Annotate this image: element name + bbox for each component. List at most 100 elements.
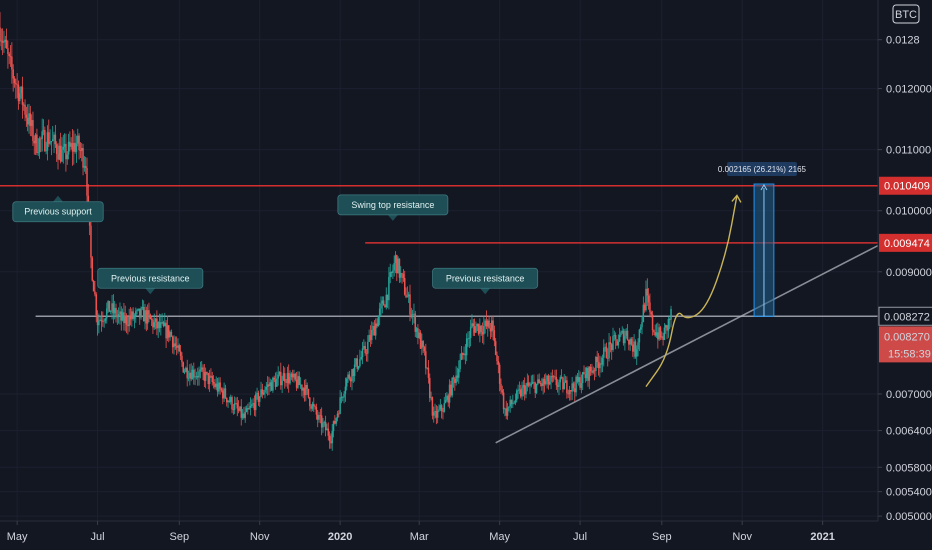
candle [497,355,500,374]
candle [560,369,563,380]
candle [326,423,328,431]
candle-body [539,383,542,385]
candle-body [531,382,534,384]
candle [338,410,340,418]
candle-body [137,308,140,310]
currency-badge[interactable]: BTC [892,4,920,24]
candle-body [240,406,243,418]
candle [477,323,480,336]
candle [0,12,1,47]
x-tick-label: 2020 [328,531,352,543]
candle [252,398,254,409]
candle [142,300,145,322]
candle-body [436,410,439,418]
candle-body [186,367,188,379]
candle-body [605,346,608,358]
candle-body [622,330,625,344]
candle-body [150,318,153,320]
candle-body [446,395,448,401]
candle [603,339,605,367]
candle [657,322,659,349]
candle [584,367,587,383]
candle [61,137,63,163]
candle [402,269,405,282]
candle [334,415,336,425]
candle-body [351,369,353,382]
candle [137,308,140,312]
candle-body [369,334,372,341]
candle-body [92,280,95,292]
candle-body [376,323,378,327]
candle-body [187,377,190,379]
candle [388,267,390,310]
candle-body [133,315,136,319]
candle [226,397,228,407]
candle-body [91,257,94,281]
y-tick-label: 0.011000 [886,145,931,157]
candle [69,131,71,152]
grid [0,0,878,521]
candle-body [196,376,199,378]
candle-body [215,383,217,388]
candle-body [51,139,54,142]
candle [15,78,17,99]
candle [198,366,200,386]
callout-box [12,201,104,223]
candle [344,377,347,402]
candle [241,408,244,420]
candle [434,403,436,419]
candle [50,140,53,156]
candle-body [514,400,517,403]
candle-body [174,343,177,347]
candle [243,407,245,420]
candle [621,326,623,335]
price-axis[interactable]: 0.01280.0120000.0110000.0100000.0090000.… [878,35,932,523]
candle-body [357,366,360,369]
candle-body [513,402,515,404]
candle-body [202,367,204,372]
candle [460,345,463,361]
candle-body [385,294,388,308]
candle-body [579,377,581,388]
candle-body [430,397,432,399]
candle [617,334,620,349]
candle-body [345,378,348,387]
candle [365,349,368,362]
candle-body [425,351,427,369]
candle [574,381,576,402]
candle-body [618,335,621,342]
candle-body [109,311,112,313]
candle [284,367,286,389]
candle-body [280,371,282,386]
candle [440,404,443,419]
candle-body [342,397,344,399]
candle-body [658,327,660,340]
candle-body [348,374,351,379]
candle-body [621,330,623,333]
candle [510,399,513,409]
candle [488,315,490,329]
candle-body [69,141,71,147]
candle-body [179,351,182,356]
candle [96,310,99,336]
candle [493,325,496,347]
candle-body [439,405,442,410]
candle [349,376,352,388]
time-axis[interactable]: May Jul Sep Nov 2020 Mar May Jul Sep Nov 2021 [7,521,835,543]
candle [247,403,249,415]
candle [307,388,310,399]
candle [543,374,546,393]
price-tags: 0.010409 0.009474 0.008272 0.008270 15:58:39 [878,176,932,363]
candle-body [120,311,123,321]
candle-body [655,332,658,336]
candle [301,384,303,397]
candle-body [606,357,609,359]
candle-body [8,53,10,56]
candle-body [49,142,51,144]
candle-body [11,56,13,70]
candle-body [572,383,575,389]
candle-body [612,335,614,351]
candle [330,433,332,449]
candle-body [102,321,104,323]
